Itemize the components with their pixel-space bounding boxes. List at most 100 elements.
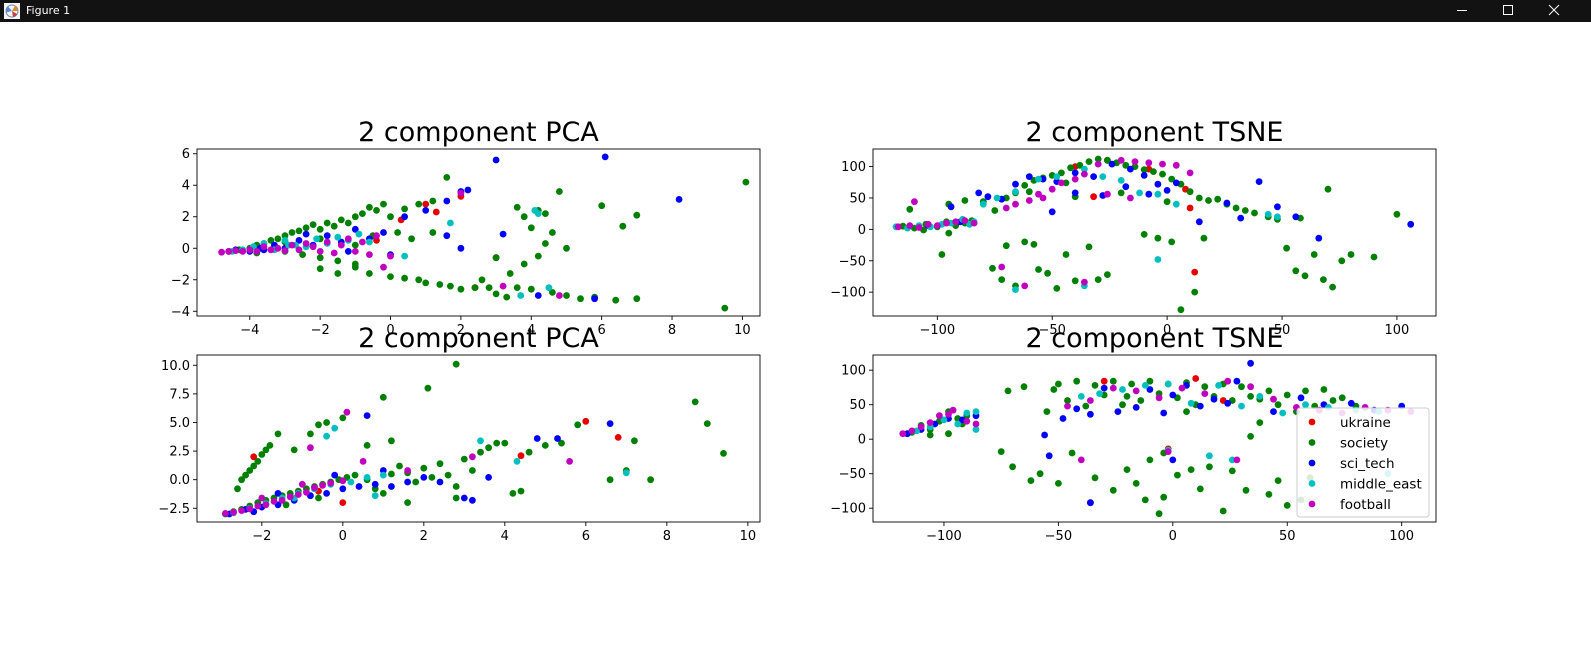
scatter-point-society — [254, 458, 262, 465]
scatter-point-society — [1214, 195, 1222, 203]
maximize-button[interactable] — [1485, 0, 1531, 22]
scatter-point-ukraine — [373, 237, 380, 244]
scatter-point-football — [274, 244, 282, 252]
axes-frame — [872, 354, 1437, 523]
scatter-point-sci_tech — [1100, 384, 1108, 392]
scatter-point-football — [943, 219, 950, 227]
scatter-point-society — [1191, 288, 1199, 296]
scatter-point-society — [520, 260, 528, 268]
scatter-point-sci_tech — [469, 496, 476, 504]
scatter-point-society — [1109, 377, 1117, 385]
scatter-point-society — [429, 229, 437, 236]
x-tick-label: 50 — [1279, 529, 1296, 544]
scatter-point-society — [1247, 433, 1254, 440]
scatter-point-sci_tech — [302, 230, 310, 238]
scatter-point-middle_east — [1117, 177, 1125, 184]
scatter-point-middle_east — [622, 469, 630, 477]
scatter-point-society — [1094, 155, 1102, 163]
scatter-point-middle_east — [1099, 173, 1107, 181]
scatter-point-society — [477, 448, 484, 456]
scatter-point-sci_tech — [1297, 394, 1305, 402]
scatter-point-society — [447, 282, 454, 290]
scatter-point-middle_east — [545, 284, 553, 291]
scatter-point-football — [961, 217, 969, 225]
scatter-point-society — [1265, 387, 1273, 395]
scatter-point-football — [302, 240, 310, 247]
scatter-point-middle_east — [1154, 256, 1162, 263]
scatter-point-sci_tech — [339, 485, 347, 493]
y-tick-label: −4 — [171, 305, 190, 320]
scatter-point-society — [316, 254, 324, 262]
scatter-point-society — [633, 295, 641, 303]
scatter-point-society — [1177, 306, 1185, 314]
scatter-point-society — [1073, 377, 1081, 385]
scatter-point-middle_east — [447, 219, 454, 227]
scatter-point-society — [1247, 393, 1254, 400]
scatter-point-society — [1055, 380, 1062, 388]
scatter-point-sci_tech — [443, 232, 451, 240]
scatter-point-middle_east — [1119, 386, 1126, 393]
scatter-point-society — [1274, 477, 1282, 484]
scatter-point-society — [1137, 397, 1145, 404]
scatter-point-society — [1021, 238, 1029, 246]
scatter-point-football — [327, 479, 335, 487]
scatter-point-football — [1145, 159, 1153, 167]
x-tick-label: −2 — [311, 323, 330, 338]
scatter-point-society — [1329, 397, 1337, 404]
scatter-point-football — [1104, 190, 1111, 198]
scatter-point-sci_tech — [1048, 208, 1056, 216]
scatter-point-society — [998, 276, 1006, 283]
scatter-point-football — [222, 510, 229, 517]
x-tick-label: 4 — [527, 323, 535, 338]
scatter-point-society — [1324, 185, 1332, 193]
minimize-button[interactable] — [1439, 0, 1485, 22]
scatter-point-sci_tech — [1347, 399, 1355, 407]
scatter-point-society — [492, 254, 500, 262]
scatter-point-society — [436, 460, 444, 468]
scatter-point-football — [1021, 282, 1029, 290]
scatter-point-football — [254, 502, 262, 510]
scatter-point-society — [563, 292, 570, 299]
scatter-point-society — [471, 284, 479, 291]
scatter-point-football — [387, 252, 394, 260]
scatter-point-society — [373, 207, 380, 214]
scatter-point-society — [396, 462, 403, 470]
scatter-point-society — [428, 474, 436, 481]
scatter-point-society — [1036, 470, 1044, 478]
scatter-point-society — [1195, 194, 1203, 202]
scatter-point-society — [1025, 188, 1033, 196]
subplot-title: 2 component TSNE — [1026, 323, 1284, 354]
scatter-point-middle_east — [334, 233, 342, 241]
scatter-point-society — [1206, 463, 1213, 471]
scatter-point-football — [1164, 448, 1172, 455]
scatter-point-society — [612, 296, 620, 304]
scatter-point-society — [323, 419, 330, 426]
scatter-point-sci_tech — [1195, 218, 1203, 226]
scatter-point-society — [242, 471, 250, 479]
scatter-point-society — [422, 279, 430, 287]
scatter-point-society — [506, 270, 514, 277]
scatter-point-football — [343, 408, 351, 416]
scatter-point-ukraine — [1100, 377, 1108, 385]
scatter-point-sci_tech — [1292, 213, 1300, 221]
scatter-point-sci_tech — [388, 483, 395, 490]
scatter-point-football — [1039, 194, 1047, 202]
scatter-point-society — [527, 224, 535, 232]
scatter-point-society — [1329, 283, 1336, 291]
scatter-point-society — [1251, 209, 1258, 217]
scatter-point-society — [598, 202, 606, 210]
scatter-point-society — [1242, 486, 1250, 494]
scatter-point-society — [619, 222, 627, 230]
close-button[interactable] — [1531, 0, 1577, 22]
scatter-point-middle_east — [1141, 382, 1149, 389]
axes-frame — [196, 354, 761, 523]
scatter-point-middle_east — [371, 492, 379, 500]
scatter-point-football — [232, 247, 240, 255]
scatter-point-football — [1131, 158, 1139, 166]
scatter-point-football — [359, 458, 367, 465]
scatter-point-society — [460, 455, 468, 463]
scatter-point-football — [945, 410, 952, 418]
scatter-point-society — [1155, 510, 1163, 518]
scatter-point-football — [949, 406, 957, 414]
scatter-point-society — [556, 188, 563, 195]
